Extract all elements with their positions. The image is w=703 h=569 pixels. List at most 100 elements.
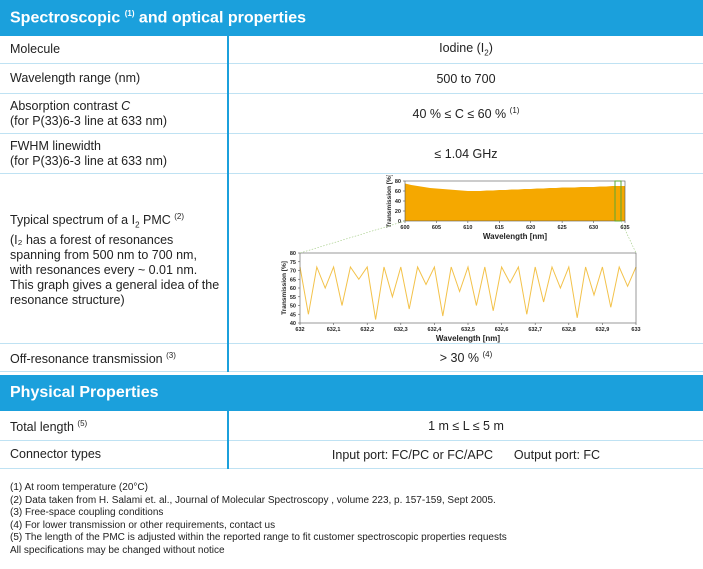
x-tick-label: 632,2 — [360, 327, 374, 333]
row-label: Absorption contrast C (for P(33)6-3 line … — [10, 94, 225, 133]
row-label: Connector types — [10, 441, 225, 468]
x-tick-label: 632,3 — [394, 327, 408, 333]
x-tick-label: 632 — [295, 327, 304, 333]
text-part: spanning from 500 nm to 700 nm, — [10, 247, 197, 262]
x-tick-label: 632,8 — [562, 327, 576, 333]
x-tick-label: 632,4 — [428, 327, 443, 333]
text-part: > 30 % — [439, 351, 483, 366]
y-tick-label: 45 — [290, 312, 296, 318]
footnote: (4) For lower transmission or other requ… — [10, 519, 276, 531]
x-tick-label: 635 — [620, 225, 629, 231]
footnote: (3) Free-space coupling conditions — [10, 507, 164, 518]
text-part: Wavelength range (nm) — [10, 71, 141, 85]
text-part: (2) — [174, 212, 185, 222]
text-line: 1 m ≤ L ≤ 5 m — [428, 419, 504, 433]
plot-frame — [299, 252, 637, 324]
x-tick-label: 632,5 — [461, 327, 475, 333]
text-part: 1 m ≤ L ≤ 5 m — [428, 418, 504, 433]
text-part: ) — [488, 41, 493, 56]
text-part: Absorption contrast — [10, 98, 122, 113]
x-tick-label: 620 — [526, 225, 535, 231]
x-tick-label: 632,9 — [596, 327, 610, 333]
text-part: Iodine (I — [439, 41, 485, 56]
y-tick-label: 80 — [290, 251, 296, 257]
text-part: PMC — [139, 213, 175, 228]
text-line: 500 to 700 — [436, 72, 495, 86]
text-line: (for P(33)6-3 line at 633 nm) — [10, 114, 225, 129]
text-part: Total length — [10, 420, 78, 435]
row-value: Input port: FC/PC or FC/APC Output port:… — [229, 441, 703, 468]
text-line: This graph gives a general idea of the — [10, 278, 225, 293]
table-row: FWHM linewidth (for P(33)6-3 line at 633 … — [0, 134, 703, 174]
row-label: FWHM linewidth (for P(33)6-3 line at 633 … — [10, 134, 225, 173]
column-divider — [227, 36, 229, 372]
y-tick-label: 55 — [290, 295, 296, 301]
y-tick-label: 60 — [290, 286, 296, 292]
x-axis-label: Wavelength [nm] — [436, 334, 500, 343]
y-tick-label: 70 — [290, 269, 296, 275]
y-tick-label: 50 — [290, 304, 296, 310]
text-line: Off-resonance transmission (3) — [10, 348, 225, 367]
footnote: (5) The length of the PMC is adjusted wi… — [10, 532, 507, 543]
x-axis-label: Wavelength [nm] — [483, 232, 547, 241]
y-tick-label: 80 — [395, 179, 401, 185]
footnote: (1) At room temperature (20°C) — [10, 482, 148, 493]
table-row: Absorption contrast C (for P(33)6-3 line … — [0, 94, 703, 134]
y-axis-label: Transmission [%] — [386, 175, 393, 228]
text-line: (for P(33)6-3 line at 633 nm) — [10, 154, 225, 169]
y-tick-label: 75 — [290, 260, 296, 266]
text-part: Spectroscopic — [10, 9, 125, 27]
text-part: (1) — [124, 8, 135, 18]
x-tick-label: 615 — [495, 225, 504, 231]
area — [405, 183, 625, 221]
text-part: (I₂ has a forest of resonances — [10, 232, 174, 247]
section-header: Spectroscopic (1) and optical properties — [0, 0, 703, 36]
y-tick-label: 0 — [398, 219, 401, 225]
text-part: FWHM linewidth — [10, 138, 101, 153]
text-line: with resonances every ~ 0.01 nm. — [10, 263, 225, 278]
section-title: Spectroscopic (1) and optical properties — [10, 9, 306, 27]
row-value: 40 % ≤ C ≤ 60 % (1) — [229, 94, 703, 133]
text-line: Absorption contrast C — [10, 99, 225, 114]
text-part: Connector types — [10, 447, 102, 461]
text-part: Molecule — [10, 42, 61, 56]
spectrum-figure: 600 605 610 615 620 625 630 635 0 20 40 60 80 Wavelen… — [281, 175, 641, 343]
row-value: 1 m ≤ L ≤ 5 m — [229, 411, 703, 440]
x-tick-label: 600 — [400, 225, 409, 231]
row-label: Typical spectrum of a I2 PMC (2) (I₂ has … — [10, 174, 225, 343]
text-line: > 30 % (4) — [440, 350, 493, 365]
text-part: Input port: FC/PC or FC/APC Output port:… — [331, 447, 601, 462]
table-row: Total length (5) 1 m ≤ L ≤ 5 m — [0, 411, 703, 441]
text-line: Molecule — [10, 42, 225, 57]
text-part: (for P(33)6-3 line at 633 nm) — [10, 113, 168, 128]
x-tick-label: 632,7 — [528, 327, 542, 333]
zoom-guide — [299, 220, 406, 254]
text-part: (4) — [482, 349, 493, 359]
text-part: 500 to 700 — [436, 71, 496, 86]
table-row: Off-resonance transmission (3) > 30 % (4) — [0, 344, 703, 372]
footnote: (2) Data taken from H. Salami et. al., J… — [10, 494, 496, 506]
text-line: Typical spectrum of a I2 PMC (2) — [10, 209, 225, 233]
text-line: Wavelength range (nm) — [10, 71, 225, 86]
text-line: spanning from 500 nm to 700 nm, — [10, 248, 225, 263]
footnotes: (1) At room temperature (20°C) (2) Data t… — [10, 482, 507, 557]
zoom-box — [614, 180, 622, 222]
text-part: (3) — [166, 350, 176, 360]
x-tick-label: 633 — [631, 327, 640, 333]
row-value: > 30 % (4) — [229, 344, 703, 371]
x-tick-label: 625 — [558, 225, 567, 231]
section-title: Physical Properties — [10, 384, 159, 402]
row-label: Wavelength range (nm) — [10, 64, 225, 93]
x-tick-label: 605 — [432, 225, 441, 231]
y-tick-label: 40 — [395, 199, 401, 205]
x-tick-label: 632,6 — [495, 327, 509, 333]
text-part: Physical Properties — [10, 384, 159, 401]
text-part: and optical properties — [134, 9, 307, 27]
text-part: This graph gives a general idea of the — [10, 277, 220, 292]
text-part: Off-resonance transmission — [10, 352, 167, 367]
text-part: ≤ 1.04 GHz — [434, 146, 498, 161]
row-label: Molecule — [10, 36, 225, 63]
table-row: Molecule Iodine (I2) — [0, 36, 703, 64]
footnote: All specifications may be changed withou… — [10, 544, 225, 556]
